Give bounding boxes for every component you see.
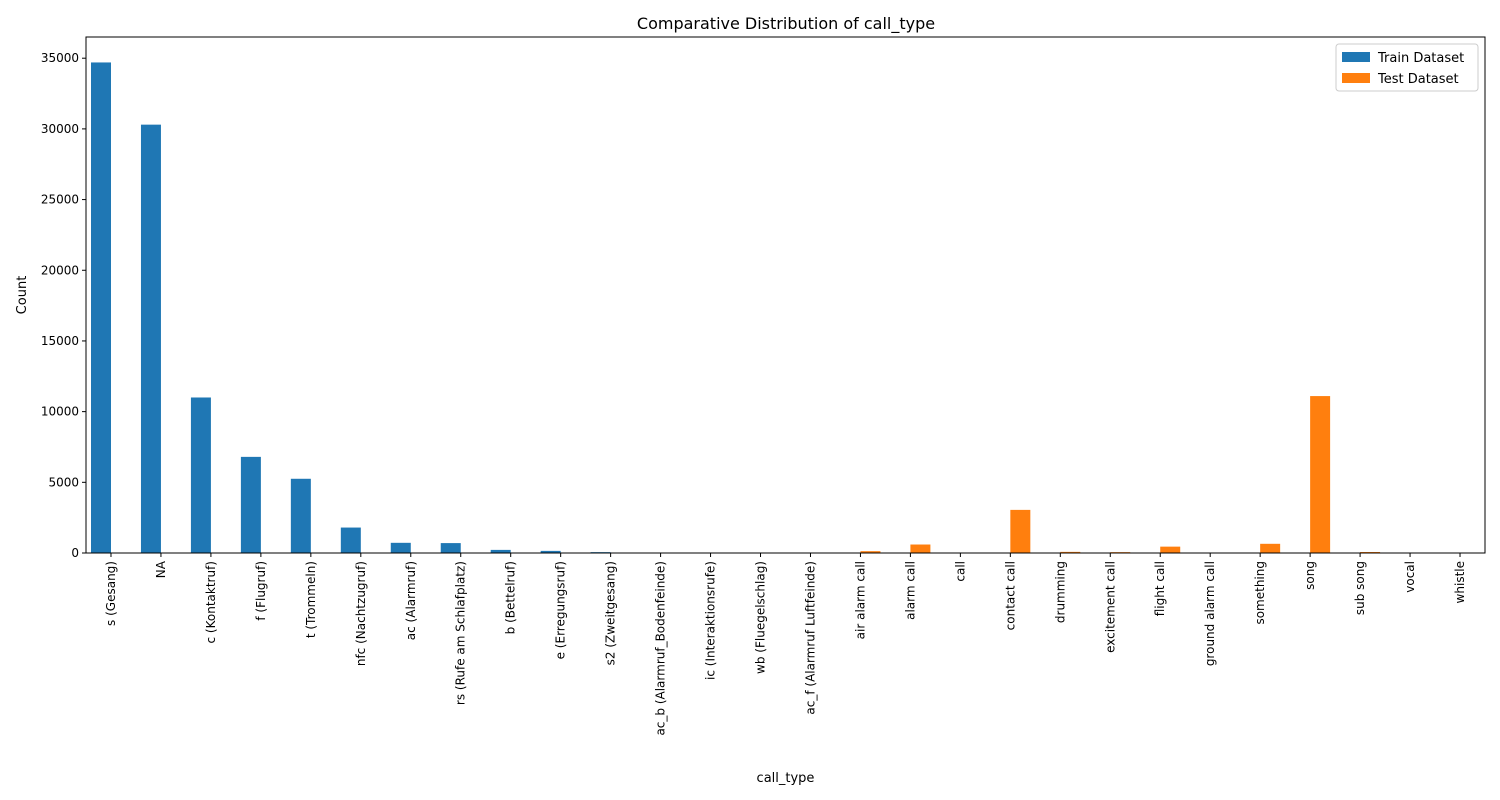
bar-train-1: [140, 124, 161, 554]
x-tick-label: nfc (Nachtzugruf): [354, 561, 368, 666]
y-tick-label: 35000: [41, 51, 79, 65]
x-tick-label: rs (Rufe am Schlafplatz): [454, 561, 468, 705]
x-tick-label: ac_b (Alarmruf_Bodenfeinde): [654, 561, 668, 736]
bar-test-15: [860, 551, 881, 553]
x-tick-label: e (Erregungsruf): [554, 561, 568, 659]
bars-group: [91, 62, 1481, 554]
y-tick-label: 10000: [41, 405, 79, 419]
x-tick-label: ac (Alarmruf): [404, 561, 418, 640]
bar-test-19: [1060, 551, 1081, 553]
bar-train-7: [440, 543, 461, 553]
x-axis: s (Gesang) NA c (Kontaktruf) f (Flugruf) t (…: [104, 553, 1467, 736]
bar-test-23: [1260, 543, 1281, 553]
legend-swatch-train: [1342, 52, 1370, 62]
bar-train-4: [290, 478, 311, 553]
x-tick-label: wb (Fluegelschlag): [754, 561, 768, 674]
y-axis-title: Count: [15, 276, 30, 315]
x-tick-label: s (Gesang): [104, 561, 118, 626]
x-tick-label: t (Trommeln): [304, 561, 318, 638]
bar-train-0: [91, 62, 111, 553]
x-axis-title: call_type: [757, 771, 815, 786]
y-tick-label: 20000: [41, 263, 79, 277]
x-tick-label: whistle: [1453, 561, 1467, 603]
y-tick-label: 15000: [41, 334, 79, 348]
x-tick-label: ground alarm call: [1203, 561, 1217, 666]
chart-title: Comparative Distribution of call_type: [637, 14, 935, 34]
legend-box: [1335, 43, 1479, 92]
legend-label-test: Test Dataset: [1377, 72, 1459, 87]
bar-train-8: [490, 549, 511, 553]
x-tick-label: f (Flugruf): [254, 561, 268, 621]
x-tick-label: ac_f (Alarmruf Luftfeinde): [803, 561, 817, 715]
x-tick-label: air alarm call: [853, 561, 867, 639]
y-tick-label: 5000: [48, 475, 79, 489]
bar-test-16: [910, 544, 931, 553]
x-tick-label: ic (Interaktionsrufe): [704, 561, 718, 680]
x-tick-label: vocal: [1403, 561, 1417, 593]
plot-frame: [85, 36, 1486, 554]
bar-train-9: [540, 550, 561, 553]
bar-test-24: [1310, 396, 1331, 553]
bar-test-18: [1010, 509, 1031, 553]
x-tick-label: excitement call: [1103, 561, 1117, 653]
x-tick-label: call: [953, 561, 967, 582]
bar-test-21: [1160, 546, 1181, 553]
legend: Train Dataset Test Dataset: [1335, 43, 1479, 92]
x-tick-label: c (Kontaktruf): [204, 561, 218, 643]
x-tick-label: drumming: [1053, 561, 1067, 623]
x-tick-label: song: [1303, 561, 1317, 590]
x-tick-label: something: [1253, 561, 1267, 625]
y-tick-label: 30000: [41, 122, 79, 136]
x-tick-label: alarm call: [903, 561, 917, 620]
x-tick-label: b (Bettelruf): [504, 561, 518, 634]
legend-label-train: Train Dataset: [1377, 51, 1464, 66]
bar-train-6: [390, 542, 411, 553]
x-tick-label: sub song: [1353, 561, 1367, 615]
x-tick-label: NA: [154, 560, 168, 578]
bar-train-3: [240, 456, 261, 553]
x-tick-label: s2 (Zweitgesang): [604, 561, 618, 665]
legend-swatch-test: [1342, 73, 1370, 83]
y-tick-label: 0: [71, 546, 79, 560]
bar-train-2: [190, 397, 211, 553]
y-axis: 0 5000 10000 15000 20000 25000 30000 35000: [41, 51, 86, 560]
x-tick-label: contact call: [1003, 561, 1017, 630]
bar-train-5: [340, 527, 361, 553]
y-tick-label: 25000: [41, 193, 79, 207]
x-tick-label: flight call: [1153, 561, 1167, 616]
